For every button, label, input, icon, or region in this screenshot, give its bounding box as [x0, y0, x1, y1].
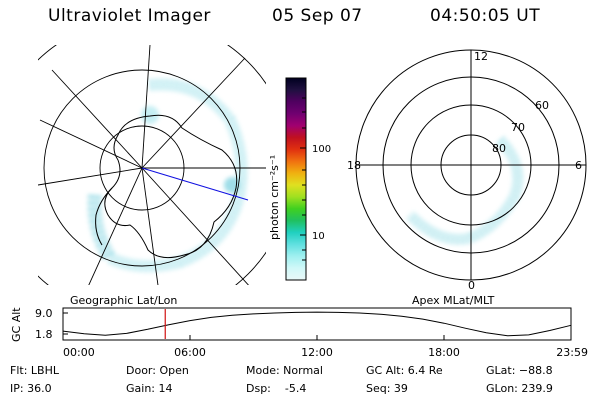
colorbar-minor-ticks — [302, 97, 306, 261]
colorbar-fill — [285, 77, 307, 281]
title: Ultraviolet Imager — [48, 6, 211, 26]
longitude-lines — [38, 45, 266, 285]
mlt-label-12: 12 — [474, 50, 488, 63]
mode-info: Mode: Normal — [246, 364, 323, 377]
altitude-ytick-label: 1.8 — [35, 328, 53, 341]
altitude-xtick-label: 00:00 — [63, 346, 95, 359]
altitude-xtick-label: 12:00 — [301, 346, 333, 359]
polar-aurora — [406, 136, 524, 245]
dsp-info: Dsp: -5.4 — [246, 382, 307, 395]
date: 05 Sep 07 — [272, 6, 363, 26]
mlt-label-0: 0 — [468, 279, 475, 292]
aurora-emission — [87, 78, 248, 273]
gc-alt-info: GC Alt: 6.4 Re — [366, 364, 443, 377]
altitude-series-line — [62, 311, 572, 337]
right-panel-caption: Apex MLat/MLT — [412, 294, 495, 307]
polar-mlt-panel: 12 6 0 18 60 70 80 — [347, 49, 587, 292]
mlat-label-60: 60 — [535, 99, 549, 112]
mlt-label-6: 6 — [575, 159, 582, 172]
ip-info: IP: 36.0 — [10, 382, 52, 395]
mlt-label-18: 18 — [347, 159, 361, 172]
seq-info: Seq: 39 — [366, 382, 408, 395]
geographic-map-panel — [38, 45, 266, 285]
time: 04:50:05 UT — [430, 6, 541, 26]
peninsula-coastline — [95, 187, 113, 246]
altitude-ytick-label: 9.0 — [35, 307, 53, 320]
left-panel-caption: Geographic Lat/Lon — [70, 294, 177, 307]
glat-info: GLat: −88.8 — [486, 364, 553, 377]
mlat-label-70: 70 — [511, 121, 525, 134]
gain-info: Gain: 14 — [126, 382, 173, 395]
door-info: Door: Open — [126, 364, 189, 377]
altitude-ylabel: GC Alt — [10, 307, 23, 342]
mlat-label-80: 80 — [492, 142, 506, 155]
colorbar-tick-label: 10 — [312, 231, 325, 242]
filter-info: Flt: LBHL — [10, 364, 59, 377]
sun-direction-line — [141, 167, 249, 201]
altitude-xtick-label: 06:00 — [174, 346, 206, 359]
glon-info: GLon: 239.9 — [486, 382, 553, 395]
colorbar-tick-label: 100 — [312, 144, 331, 155]
altitude-xtick-label: 18:00 — [428, 346, 460, 359]
altitude-chart: GC Alt 9.0 1.8 00:00 06:00 12:00 18:00 23:59 — [10, 307, 588, 359]
colorbar-label: photon cm⁻²s⁻¹ — [268, 155, 281, 240]
colorbar: 100 10 photon cm⁻²s⁻¹ — [268, 77, 331, 281]
altitude-xtick-label: 23:59 — [556, 346, 588, 359]
